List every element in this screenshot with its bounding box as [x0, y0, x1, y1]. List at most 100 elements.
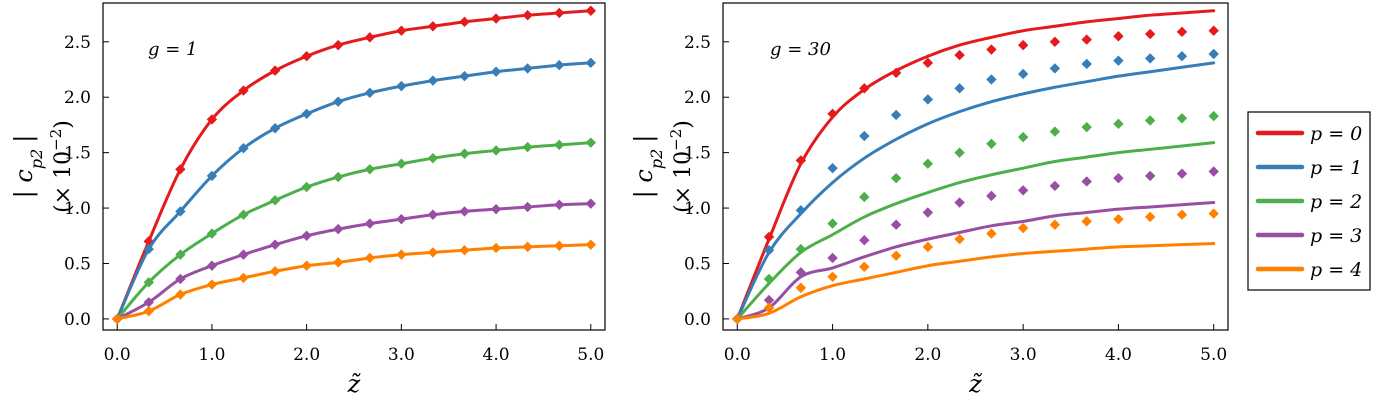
y-tick-label: 0.0: [684, 310, 711, 330]
series-marker: [206, 228, 218, 239]
legend-label: p = 2: [1310, 191, 1362, 213]
y-axis-unit-close: ): [51, 120, 76, 129]
legend-label: p = 0: [1310, 123, 1362, 145]
series-marker: [522, 63, 533, 74]
series-marker: [396, 213, 407, 225]
series-marker: [522, 201, 533, 213]
series-marker: [1081, 58, 1092, 70]
series-marker: [986, 190, 997, 202]
series-marker: [269, 195, 281, 206]
y-axis-title-close: |: [630, 135, 659, 143]
series-marker: [364, 32, 376, 43]
series-marker: [396, 25, 407, 36]
series-marker: [1113, 31, 1124, 42]
series-line: [735, 61, 1216, 321]
series-marker: [175, 249, 186, 260]
series-marker: [1113, 55, 1124, 66]
panel-annotation: g = 30: [770, 39, 831, 60]
series-marker: [490, 66, 502, 77]
legend-entry: p = 2: [1255, 191, 1362, 213]
legend: p = 0 p = 1 p = 2 p = 3 p = 4: [1247, 111, 1371, 291]
series-marker: [1144, 170, 1156, 182]
series-marker: [890, 250, 902, 261]
x-tick-label: 3.0: [1010, 345, 1037, 365]
series-marker: [986, 138, 997, 149]
y-tick-label: 1.5: [684, 144, 711, 164]
series-marker: [954, 233, 965, 245]
series-marker: [427, 209, 439, 220]
series-marker: [459, 244, 470, 256]
series-marker: [269, 123, 281, 134]
series-marker: [1144, 115, 1156, 126]
series-marker: [301, 230, 312, 241]
x-tick-label: 2.0: [293, 345, 320, 365]
series-marker: [1017, 185, 1029, 196]
series-marker: [1176, 113, 1188, 124]
series-2: [112, 137, 596, 325]
legend-label: p = 1: [1310, 157, 1362, 179]
series-marker: [763, 273, 775, 285]
series-marker: [364, 164, 376, 175]
series-marker: [1049, 180, 1061, 192]
series-marker: [490, 203, 502, 215]
series-marker: [364, 87, 376, 98]
series-marker: [890, 67, 902, 79]
series-marker: [986, 44, 997, 55]
series-marker: [585, 239, 596, 250]
series-marker: [427, 247, 439, 258]
series-marker: [143, 305, 154, 317]
series-marker: [301, 260, 312, 271]
y-tick-label: 0.0: [64, 310, 91, 330]
series-3: [112, 198, 596, 325]
series-marker: [585, 5, 596, 16]
series-marker: [859, 191, 870, 203]
series-marker: [1208, 166, 1219, 177]
series-marker: [332, 39, 344, 51]
y-axis-unit-exponent: −2: [47, 129, 65, 151]
legend-label: p = 3: [1310, 225, 1362, 247]
x-tick-label: 0.0: [724, 345, 751, 365]
y-axis-unit-exponent: −2: [667, 129, 685, 151]
series-marker: [206, 279, 218, 290]
y-tick-label: 2.0: [684, 88, 711, 108]
series-marker: [301, 108, 312, 120]
series-line: [735, 201, 1216, 321]
series-marker: [922, 94, 934, 105]
series-marker: [1113, 213, 1124, 225]
y-axis-title-main: | c: [630, 169, 659, 198]
series-marker: [1176, 209, 1188, 220]
series-marker: [459, 70, 470, 82]
series-marker: [490, 13, 502, 24]
series-4: [732, 208, 1219, 325]
plot-frame: [102, 2, 606, 331]
series-marker: [585, 137, 596, 148]
series-marker: [1081, 34, 1092, 45]
series-marker: [922, 158, 934, 169]
series-marker: [922, 207, 934, 218]
series-marker: [396, 249, 407, 260]
legend-entry: p = 3: [1255, 225, 1362, 247]
series-marker: [427, 152, 439, 164]
series-marker: [827, 108, 838, 120]
series-marker: [585, 198, 596, 209]
chart-panel-right: 0.0 1.0 2.0 3.0 4.0 5.0 0.0 0.5 1.0 1.5 2.0 2.5 z̃ | …: [630, 2, 1229, 398]
y-axis-title-main: | c: [10, 169, 39, 198]
y-tick-label: 2.5: [64, 33, 91, 53]
series-marker: [143, 277, 154, 288]
y-axis-unit-close: ): [671, 120, 696, 129]
series-marker: [396, 80, 407, 92]
series-marker: [1113, 118, 1124, 130]
y-tick-label: 1.0: [684, 199, 711, 219]
series-marker: [554, 199, 565, 210]
x-axis-title: z̃: [968, 370, 983, 398]
series-marker: [1144, 211, 1156, 223]
y-tick-label: 1.5: [64, 144, 91, 164]
series-marker: [554, 59, 565, 71]
y-tick-label: 0.5: [64, 254, 91, 274]
series-marker: [175, 206, 186, 217]
series-line: [115, 243, 593, 321]
series-marker: [1208, 110, 1219, 122]
y-axis-unit-main: (× 10: [671, 151, 696, 213]
x-tick-label: 4.0: [483, 345, 510, 365]
